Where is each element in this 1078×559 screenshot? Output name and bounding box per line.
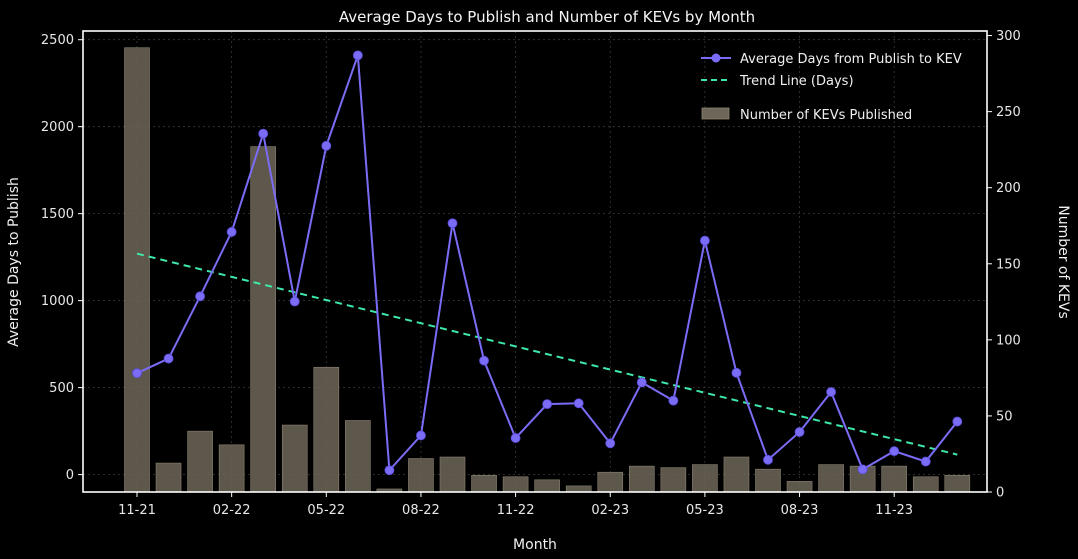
- bar: [786, 481, 813, 493]
- legend-bar-swatch: [701, 107, 730, 120]
- line-point: [195, 291, 206, 302]
- right-tick-label: 50: [996, 409, 1013, 424]
- line-point: [952, 416, 963, 427]
- left-tick-label: 0: [66, 468, 74, 483]
- line-point: [700, 235, 710, 246]
- legend-label-trend: Trend Line (Days): [739, 74, 854, 89]
- line-series: [132, 50, 963, 476]
- line-point: [447, 218, 458, 229]
- left-tick-label: 500: [49, 381, 74, 396]
- bar: [660, 467, 687, 493]
- line-point: [542, 399, 553, 410]
- chart-title: Average Days to Publish and Number of KE…: [339, 8, 755, 26]
- trend-series: [136, 252, 958, 456]
- bar: [439, 456, 466, 493]
- bar: [250, 146, 276, 493]
- right-tick-label: 150: [996, 257, 1021, 272]
- x-tick-label: 11-22: [497, 503, 535, 518]
- bar: [597, 471, 624, 493]
- line-point: [920, 456, 931, 467]
- x-tick-label: 05-23: [686, 503, 724, 518]
- line-point: [636, 377, 647, 388]
- right-tick-label: 100: [996, 333, 1021, 348]
- bar-series: [124, 47, 971, 493]
- line-point: [573, 398, 584, 409]
- line-point: [289, 296, 300, 307]
- line-point: [352, 50, 363, 61]
- line-point: [132, 368, 142, 379]
- line-point: [510, 433, 521, 443]
- bar: [881, 465, 908, 493]
- left-tick-label: 1000: [41, 294, 74, 309]
- x-tick-label: 02-22: [213, 503, 251, 518]
- bar: [281, 424, 308, 493]
- bar: [628, 465, 655, 493]
- bar: [818, 464, 844, 493]
- right-tick-label: 200: [996, 181, 1021, 196]
- left-tick-label: 2000: [41, 120, 74, 135]
- line-point: [857, 464, 868, 475]
- legend-label-bars: Number of KEVs Published: [740, 108, 912, 123]
- bar: [471, 474, 497, 493]
- right-tick-label: 300: [996, 29, 1021, 44]
- x-tick-label: 11-23: [875, 503, 913, 518]
- right-tick-label: 250: [996, 105, 1021, 120]
- bar: [912, 476, 939, 493]
- legend: Average Days from Publish to KEV Trend L…: [701, 52, 962, 123]
- line-point: [416, 430, 426, 441]
- legend-line-marker: [711, 53, 721, 63]
- plot-frame: [82, 30, 988, 493]
- x-tick-label: 02-23: [591, 503, 629, 518]
- bar: [218, 444, 245, 493]
- line-point: [384, 465, 395, 476]
- left-tick-label: 2500: [41, 33, 74, 48]
- bar: [313, 366, 340, 493]
- bar: [124, 47, 150, 493]
- line-point: [731, 367, 742, 378]
- x-axis-label: Month: [513, 537, 557, 553]
- left-axis-ticks: 0 500 1000 1500 2000 2500: [41, 33, 83, 483]
- bar: [408, 458, 434, 493]
- right-axis-label: Number of KEVs: [1055, 205, 1071, 319]
- line-point: [826, 387, 836, 397]
- line-point: [321, 140, 332, 151]
- bar: [565, 485, 592, 493]
- x-axis-ticks: 11-21 02-22 05-22 08-22 11-22 02-23 05-23 08-23…: [118, 492, 913, 518]
- right-tick-label: 0: [996, 486, 1004, 501]
- line-point: [479, 355, 489, 366]
- right-axis-ticks: 0 50 100 150 200 250 300: [987, 29, 1021, 501]
- line-point: [258, 128, 269, 139]
- bar: [944, 474, 971, 493]
- bar: [502, 476, 529, 493]
- left-axis-label: Average Days to Publish: [6, 177, 22, 347]
- line-point: [794, 427, 805, 437]
- trend-line: [136, 252, 958, 456]
- bar: [155, 462, 182, 493]
- bar: [534, 479, 560, 493]
- line-point: [163, 353, 174, 364]
- bar: [187, 430, 213, 493]
- bar: [692, 464, 718, 493]
- bar: [345, 420, 371, 493]
- line-point: [226, 227, 237, 237]
- bar: [755, 468, 781, 493]
- line-point: [889, 446, 900, 457]
- bar: [723, 456, 750, 493]
- x-tick-label: 05-22: [307, 503, 345, 518]
- line-point: [605, 438, 616, 449]
- left-tick-label: 1500: [41, 207, 74, 222]
- x-tick-label: 11-21: [118, 503, 156, 518]
- x-tick-label: 08-22: [402, 503, 440, 518]
- x-tick-label: 08-23: [781, 503, 819, 518]
- line-point: [763, 454, 773, 465]
- legend-label-line: Average Days from Publish to KEV: [740, 52, 962, 67]
- line-point: [668, 395, 679, 406]
